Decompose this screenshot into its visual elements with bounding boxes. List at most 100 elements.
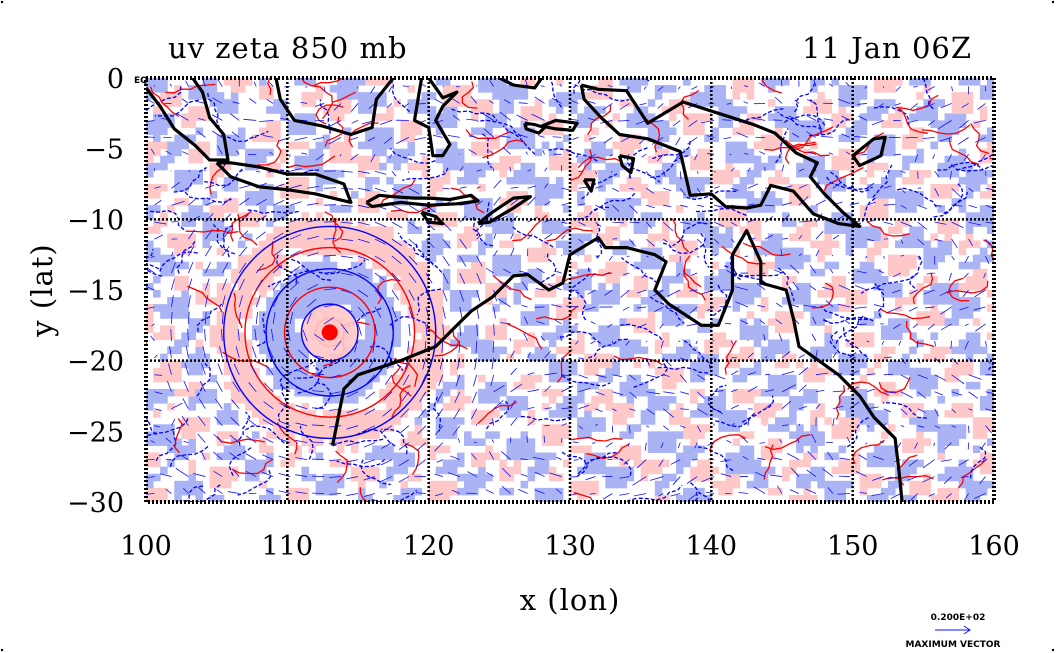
vorticity-cell (789, 247, 797, 256)
wind-vector (730, 221, 738, 227)
vorticity-cell (930, 318, 938, 326)
vorticity-cell (619, 339, 628, 348)
vorticity-cell (230, 78, 239, 86)
negative-vorticity-contour (569, 289, 587, 321)
vorticity-cell (866, 254, 875, 263)
vorticity-cell (160, 396, 168, 404)
vorticity-cell (216, 325, 225, 333)
wind-vector (204, 278, 210, 291)
positive-vorticity-contour (947, 277, 970, 302)
wind-vector (738, 491, 749, 494)
vorticity-cell (647, 431, 656, 439)
wind-vector (272, 248, 284, 257)
wind-vector (372, 340, 376, 353)
vorticity-cell (294, 282, 302, 291)
vorticity-cell (414, 282, 423, 291)
vorticity-cell (873, 353, 882, 362)
vorticity-cell (294, 424, 302, 432)
wind-vector (182, 398, 189, 409)
wind-vector (306, 284, 318, 291)
vorticity-cell (824, 282, 832, 291)
wind-vector (408, 238, 419, 248)
vorticity-cell (301, 92, 310, 100)
vorticity-cell (965, 191, 974, 199)
vorticity-cell (577, 155, 585, 164)
vorticity-cell (845, 297, 854, 305)
vorticity-cell (782, 424, 790, 432)
wind-vector (578, 374, 588, 379)
vorticity-cell (796, 254, 804, 263)
negative-vorticity-contour (572, 78, 582, 94)
vorticity-cell (160, 424, 168, 432)
vorticity-cell (697, 410, 705, 418)
vorticity-cell (852, 353, 861, 362)
vorticity-cell (888, 99, 896, 107)
vorticity-cell (343, 438, 352, 446)
vorticity-cell (704, 290, 712, 298)
vorticity-cell (626, 466, 635, 475)
vorticity-cell (796, 473, 804, 482)
vorticity-cell (153, 290, 161, 298)
vorticity-cell (591, 487, 599, 496)
vorticity-cell (852, 92, 861, 100)
vorticity-cell (365, 176, 373, 185)
vorticity-cell (146, 169, 154, 178)
vorticity-cell (492, 85, 500, 93)
vorticity-cell (499, 162, 507, 171)
vorticity-cell (676, 247, 684, 256)
vorticity-cell (195, 106, 204, 114)
vorticity-cell (252, 219, 260, 227)
vorticity-cell (760, 452, 769, 461)
positive-vorticity-contour (878, 377, 911, 393)
vorticity-cell (570, 99, 578, 107)
vorticity-cell (972, 176, 981, 185)
vorticity-cell (435, 304, 444, 312)
vorticity-cell (760, 205, 769, 213)
vorticity-cell (471, 254, 479, 263)
vorticity-cell (633, 275, 642, 284)
negative-vorticity-contour (389, 316, 430, 330)
wind-vector (619, 103, 630, 110)
vorticity-cell (294, 184, 302, 192)
vorticity-cell (803, 367, 811, 376)
vorticity-cell (358, 205, 366, 213)
vorticity-cell (612, 261, 620, 270)
vorticity-cell (209, 205, 218, 213)
vorticity-cell (499, 332, 507, 340)
vorticity-cell (845, 459, 854, 468)
vorticity-cell (456, 297, 465, 305)
vorticity-cell (527, 374, 536, 383)
vorticity-cell (668, 311, 677, 319)
positive-vorticity-contour (948, 137, 980, 166)
vorticity-cell (287, 487, 295, 496)
vorticity-cell (923, 424, 931, 432)
vorticity-cell (322, 473, 331, 482)
vorticity-cell (449, 155, 458, 164)
vorticity-cell (223, 134, 232, 143)
negative-vorticity-contour (775, 127, 789, 164)
vorticity-cell (379, 113, 387, 121)
vorticity-cell (873, 141, 882, 150)
vorticity-cell (273, 120, 281, 128)
vorticity-cell (845, 403, 854, 411)
vorticity-cell (577, 339, 585, 348)
wind-vector (213, 470, 223, 477)
wind-vector (425, 255, 434, 266)
vorticity-cell (732, 396, 741, 404)
vorticity-cell (704, 353, 712, 362)
vorticity-cell (789, 254, 797, 263)
vorticity-cell (534, 184, 543, 192)
vorticity-cell (880, 325, 889, 333)
vorticity-cell (732, 374, 741, 383)
vorticity-cell (358, 155, 366, 164)
vorticity-cell (739, 325, 748, 333)
vorticity-cell (520, 127, 529, 136)
vorticity-cell (746, 191, 755, 199)
wind-vector (272, 312, 276, 324)
vorticity-cell (774, 106, 783, 114)
wind-vector (724, 322, 732, 325)
vorticity-cell (690, 176, 698, 185)
vorticity-cell (732, 205, 741, 213)
wind-vector (651, 137, 664, 145)
vorticity-cell (365, 275, 373, 284)
